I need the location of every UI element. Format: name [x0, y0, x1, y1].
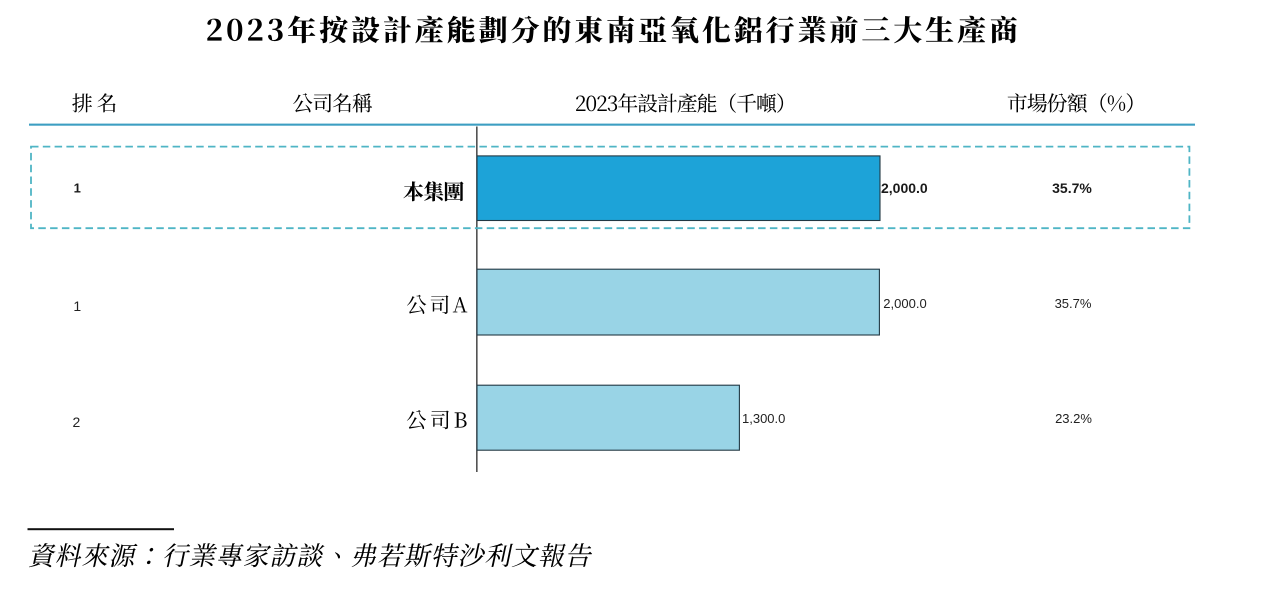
svg-text:35.7%: 35.7%	[1055, 296, 1092, 311]
svg-text:1: 1	[73, 298, 81, 314]
svg-text:2: 2	[73, 414, 81, 430]
svg-text:23.2%: 23.2%	[1055, 411, 1092, 426]
svg-text:2,000.0: 2,000.0	[883, 296, 926, 311]
svg-text:1,300.0: 1,300.0	[742, 411, 785, 426]
svg-text:35.7%: 35.7%	[1052, 180, 1092, 196]
svg-text:1: 1	[74, 181, 81, 196]
svg-text:2,000.0: 2,000.0	[881, 180, 928, 196]
